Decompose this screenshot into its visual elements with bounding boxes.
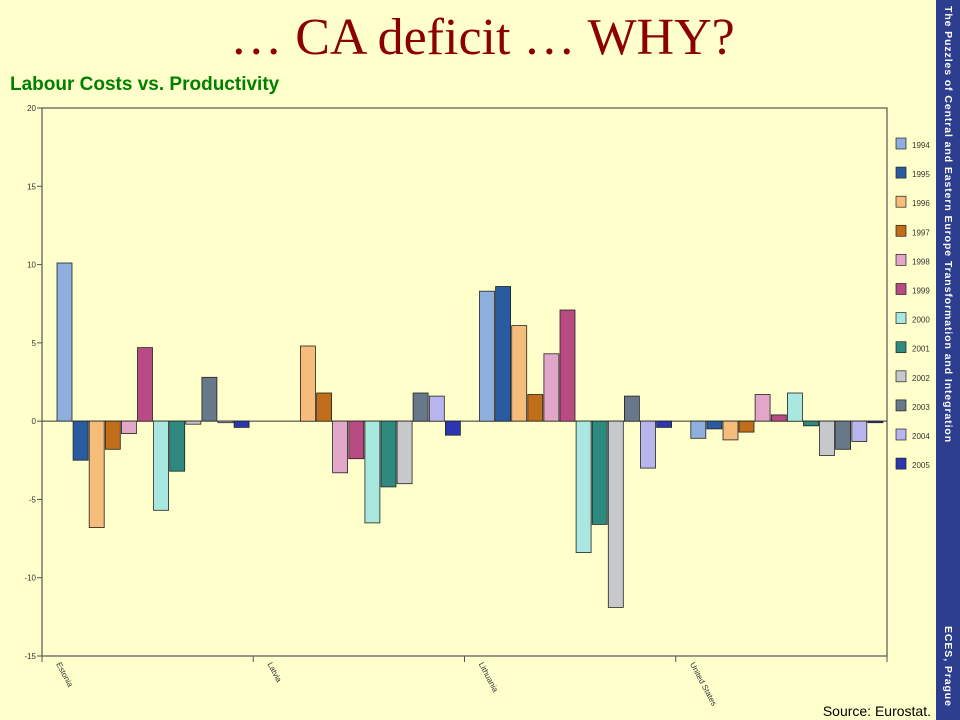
bar-2002-lithuania [607,420,624,608]
legend: 1994 1995 1996 1997 1998 1999 2000 2001 2002 2003… [895,137,930,470]
legend-label-2000: 2000 [912,316,930,325]
legend-label-2002: 2002 [912,374,930,383]
bar-1997-latvia [316,392,333,422]
legend-label-1997: 1997 [912,228,930,237]
bar-2001-estonia [169,420,186,472]
bar-1998-latvia [332,420,349,474]
side-banner-text: The Puzzles of Central and Eastern Europ… [942,6,954,444]
bar-2004-lithuania [640,420,656,469]
y-tick-label: -15 [24,652,36,661]
plot-border [41,107,888,657]
bar-2003-latvia [412,392,429,422]
legend-swatch-2000 [895,312,907,324]
bar-1996-united-states [722,420,739,441]
legend-swatch-2001 [895,341,907,354]
bar-2005-united-states [867,420,884,424]
legend-label-2004: 2004 [912,432,930,441]
legend-swatch-2004 [895,428,907,441]
bar-2002-latvia [396,420,413,485]
bar-2005-latvia [444,420,461,436]
y-tick-label: 0 [32,417,37,426]
bar-2001-latvia [380,420,397,488]
legend-swatch-2002 [895,370,907,383]
side-band [936,0,960,720]
slide-title: … CA deficit … WHY? [230,9,735,66]
y-tick-label: -5 [29,495,37,504]
bar-1999-latvia [348,420,365,460]
bar-1996-latvia [299,345,316,422]
bar-1997-lithuania [527,394,544,422]
bar-2004-latvia [428,395,445,422]
legend-swatch-1998 [895,254,907,266]
bar-1996-estonia [88,420,105,529]
bar-1997-united-states [738,420,755,433]
y-tick-label: 15 [27,182,36,191]
y-tick-label: 10 [27,261,36,270]
bar-2005-estonia [233,420,250,428]
bar-2001-lithuania [591,420,608,525]
bar-1994-lithuania [479,290,495,422]
bar-2004-estonia [217,420,234,424]
source-note: Source: Eurostat. [820,703,933,719]
legend-label-2003: 2003 [912,403,930,412]
plot-frame [41,107,888,657]
bar-2005-lithuania [656,420,672,428]
legend-label-1999: 1999 [912,287,930,296]
legend-swatch-1997 [895,224,907,237]
bar-1999-estonia [137,347,153,422]
bar-2004-united-states [851,420,868,442]
y-axis: 20 15 10 5 0 -5 -10 -15 [24,104,42,661]
y-tick-label: 5 [32,339,37,348]
bar-1996-lithuania [511,325,528,422]
y-tick-label: 20 [27,104,36,113]
bar-1998-lithuania [543,353,560,422]
bar-1994-united-states [690,420,707,439]
legend-label-2005: 2005 [912,461,930,470]
bar-2002-united-states [819,420,835,456]
x-tick-label: Estonia [54,661,75,689]
bar-2000-lithuania [575,420,592,554]
bar-1994-estonia [56,262,73,422]
bar-2000-latvia [364,420,381,524]
bar-2001-united-states [803,420,819,427]
bar-chart: 20 15 10 5 0 -5 -10 -15 Estonia Latvia Lithuania U… [24,104,930,708]
legend-label-1995: 1995 [912,170,930,179]
side-banner-footer: ECES, Prague [942,626,954,707]
bar-1995-united-states [706,420,723,430]
bar-1999-lithuania [559,309,576,422]
bar-1998-united-states [754,394,771,422]
legend-swatch-1999 [895,283,907,295]
y-tick-label: -10 [24,574,36,583]
legend-label-2001: 2001 [912,345,930,354]
bars [56,262,884,608]
legend-swatch-2005 [895,457,907,470]
bar-1995-estonia [72,420,89,461]
bar-1999-united-states [770,414,787,422]
bar-1998-estonia [121,420,137,435]
legend-label-1998: 1998 [912,257,930,266]
legend-swatch-1995 [895,166,907,179]
bar-1995-lithuania [495,286,512,422]
legend-swatch-2003 [895,399,907,412]
legend-swatch-1996 [895,195,907,208]
bar-2000-estonia [153,420,170,511]
x-axis: Estonia Latvia Lithuania United States [41,656,888,708]
legend-swatch-1994 [895,137,907,150]
bar-2003-lithuania [624,395,640,422]
chart-subtitle: Labour Costs vs. Productivity [10,74,280,95]
bar-1997-estonia [104,420,121,450]
bar-2000-united-states [787,392,803,422]
x-tick-label: Lithuania [477,661,500,694]
x-tick-label: Latvia [265,661,283,685]
x-tick-label: United States [688,661,718,708]
bar-2002-estonia [185,420,202,425]
bar-2003-united-states [835,420,851,450]
bar-2003-estonia [201,376,218,422]
legend-label-1994: 1994 [912,141,930,150]
legend-label-1996: 1996 [912,199,930,208]
